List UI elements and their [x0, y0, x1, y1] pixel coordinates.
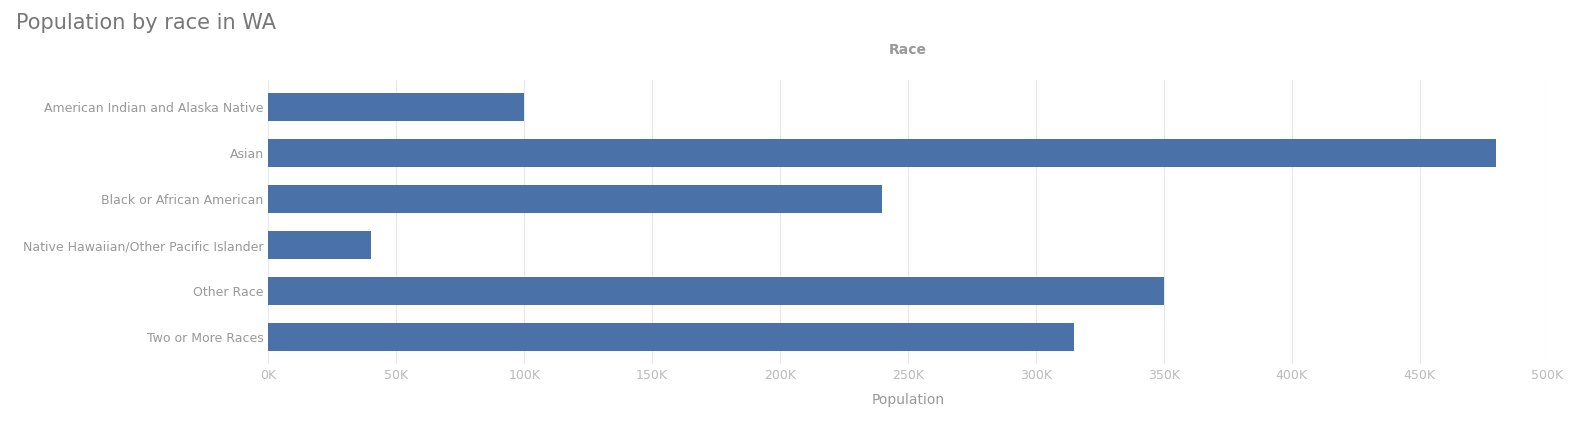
- Text: Population by race in WA: Population by race in WA: [16, 13, 276, 33]
- Bar: [268, 185, 883, 213]
- X-axis label: Population: Population: [872, 393, 944, 407]
- Bar: [268, 93, 524, 120]
- Bar: [268, 139, 1497, 166]
- Text: Race: Race: [889, 43, 927, 57]
- Bar: [268, 231, 371, 259]
- Bar: [268, 278, 1164, 305]
- Bar: [268, 324, 1074, 351]
